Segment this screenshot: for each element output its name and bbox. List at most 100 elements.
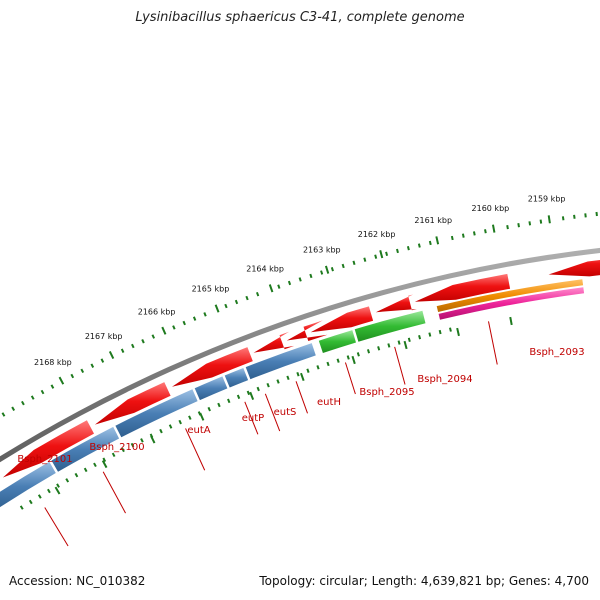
ruler-minor-tick <box>70 373 75 379</box>
gene-leader-line <box>264 393 281 432</box>
inner-minor-tick <box>387 343 391 348</box>
annotation-track-segment[interactable] <box>438 287 585 320</box>
ruler-minor-tick <box>573 214 576 219</box>
annotation-track-segment[interactable] <box>436 279 584 312</box>
ruler-minor-tick <box>120 348 125 354</box>
inner-minor-tick <box>449 327 452 332</box>
ruler-minor-tick <box>472 231 476 236</box>
ruler-minor-tick <box>298 277 302 282</box>
inner-minor-tick <box>407 337 411 343</box>
inner-major-tick <box>509 316 513 326</box>
ruler-minor-tick <box>30 395 35 400</box>
cds-feature-arrow[interactable] <box>94 382 171 425</box>
gene-label[interactable]: eutH <box>317 397 341 408</box>
gene-label[interactable]: eutS <box>274 407 297 418</box>
annotation-track-segment[interactable] <box>0 461 56 511</box>
inner-minor-tick <box>366 349 371 354</box>
map-title: Lysinibacillus sphaericus C3-41, complet… <box>135 10 465 25</box>
ruler-tick-label: 2159 kbp <box>528 195 566 204</box>
inner-minor-tick <box>74 472 79 478</box>
annotation-track-segment[interactable] <box>194 376 228 401</box>
ruler-minor-tick <box>320 270 324 275</box>
ruler-major-tick <box>435 236 440 245</box>
ruler-major-tick <box>379 250 384 259</box>
inner-minor-tick <box>227 398 231 404</box>
cds-feature-arrow[interactable] <box>172 347 253 387</box>
annotation-track-segment[interactable] <box>318 330 356 353</box>
inner-minor-tick <box>168 424 173 429</box>
ruler-major-tick <box>547 215 551 224</box>
cds-feature-arrow[interactable] <box>414 273 511 302</box>
gene-label[interactable]: Bsph_2093 <box>529 347 584 358</box>
ruler-minor-tick <box>172 325 176 330</box>
inner-minor-tick <box>246 390 251 396</box>
cds-feature-arrow[interactable] <box>310 306 374 333</box>
gene-label[interactable]: Bsph_2095 <box>359 387 414 398</box>
inner-major-tick <box>199 412 205 421</box>
ruler-minor-tick <box>461 233 465 238</box>
cds-feature-arrow[interactable] <box>286 320 328 341</box>
cds-feature-arrow[interactable] <box>375 294 417 313</box>
inner-minor-tick <box>111 452 116 458</box>
inner-major-tick <box>456 327 460 337</box>
inner-minor-tick <box>19 505 24 510</box>
inner-minor-tick <box>418 334 422 340</box>
ruler-minor-tick <box>245 295 249 301</box>
inner-minor-tick <box>188 415 192 420</box>
inner-minor-tick <box>65 478 70 483</box>
ruler-minor-tick <box>141 338 145 344</box>
cds-feature-arrow[interactable] <box>2 420 94 478</box>
ruler-major-tick <box>161 326 167 335</box>
inner-minor-tick <box>377 346 381 351</box>
inner-major-tick <box>300 372 305 382</box>
gene-label[interactable]: Bsph_2100 <box>89 442 144 453</box>
ruler-major-tick <box>214 304 220 313</box>
ruler-tick-label: 2165 kbp <box>192 285 230 294</box>
ruler-minor-tick <box>100 358 105 363</box>
ruler-minor-tick <box>80 368 85 374</box>
inner-minor-tick <box>93 462 97 468</box>
cds-feature-arrow[interactable] <box>548 253 600 277</box>
inner-minor-tick <box>306 368 310 373</box>
annotation-track-segment[interactable] <box>245 343 316 380</box>
annotation-track-segment[interactable] <box>115 389 198 438</box>
ruler-minor-tick <box>528 221 532 226</box>
gene-leader-line <box>44 507 69 547</box>
inner-minor-tick <box>336 358 340 363</box>
ruler-minor-tick <box>385 251 389 256</box>
inner-minor-tick <box>217 402 221 408</box>
inner-minor-tick <box>296 372 300 377</box>
annotation-track-segment[interactable] <box>51 426 120 472</box>
inner-major-tick <box>101 460 108 469</box>
inner-minor-tick <box>276 379 280 384</box>
gene-label[interactable]: Bsph_2101 <box>17 454 72 465</box>
ruler-minor-tick <box>182 320 186 326</box>
inner-minor-tick <box>326 361 330 367</box>
ruler-minor-tick <box>428 240 432 246</box>
ruler-minor-tick <box>309 273 313 279</box>
cds-feature-arrow[interactable] <box>253 331 295 353</box>
gene-leader-line <box>295 381 308 414</box>
inner-minor-tick <box>178 419 182 425</box>
ruler-minor-tick <box>417 243 421 248</box>
ruler-major-tick <box>268 284 274 293</box>
inner-minor-tick <box>428 332 432 337</box>
inner-minor-tick <box>316 365 320 370</box>
inner-major-tick <box>249 391 255 400</box>
ruler-minor-tick <box>277 284 281 289</box>
ruler-minor-tick <box>11 406 16 412</box>
inner-minor-tick <box>130 442 135 448</box>
inner-minor-tick <box>356 352 360 357</box>
gene-label[interactable]: Bsph_2094 <box>417 374 472 385</box>
ruler-tick-label: 2167 kbp <box>85 332 123 341</box>
gene-label[interactable]: eutA <box>187 425 210 436</box>
inner-minor-tick <box>37 494 42 499</box>
ruler-minor-tick <box>287 280 292 286</box>
annotation-track-segment[interactable] <box>354 310 426 342</box>
inner-minor-tick <box>236 394 241 400</box>
inner-minor-tick <box>438 329 442 335</box>
annotation-track-segment[interactable] <box>224 368 249 388</box>
gene-label[interactable]: eutP <box>242 413 264 424</box>
inner-minor-tick <box>56 483 60 488</box>
